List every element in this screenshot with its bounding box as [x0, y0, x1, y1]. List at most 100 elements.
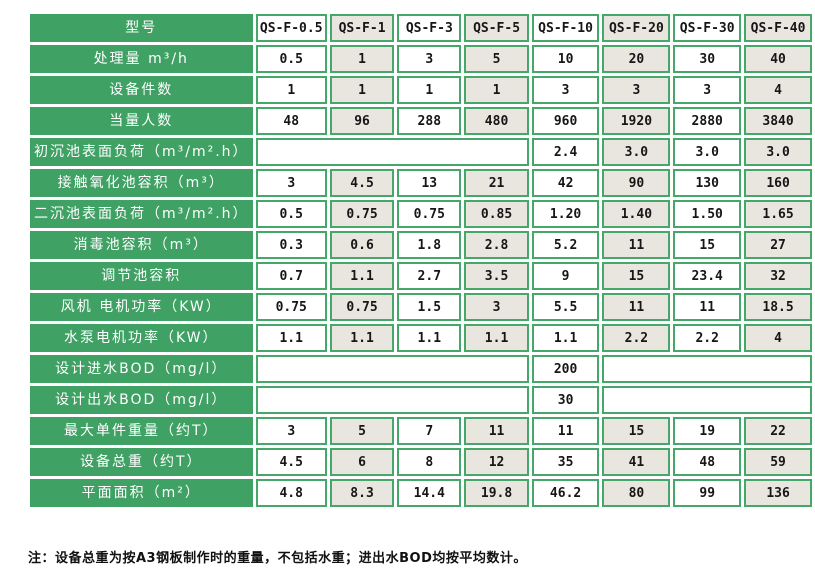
value-cell: 7: [397, 417, 462, 445]
table-row: 平面面积（m²） 4.8 8.3 14.4 19.8 46.2 80 99 136: [30, 479, 812, 507]
value-cell: 3: [255, 169, 327, 197]
value-cell: 200: [531, 355, 600, 383]
value-cell: 21: [464, 169, 529, 197]
value-cell: 0.5: [255, 200, 327, 228]
value-cell: 18.5: [744, 293, 812, 321]
value-cell: 3.0: [673, 138, 742, 166]
value-cell: 42: [531, 169, 600, 197]
value-cell: 3.0: [744, 138, 812, 166]
row-label: 平面面积（m²）: [30, 479, 253, 507]
table-row: 设计出水BOD（mg/l） 30: [30, 386, 812, 414]
value-cell: 1920: [602, 107, 671, 135]
value-cell: 99: [673, 479, 742, 507]
footnote: 注：设备总重为按A3钢板制作时的重量，不包括水重；进出水BOD均按平均数计。: [28, 551, 527, 566]
row-label: 初沉池表面负荷（m³/m².h）: [30, 138, 253, 166]
value-cell: 80: [602, 479, 671, 507]
value-cell: 59: [744, 448, 812, 476]
value-cell: 1.1: [464, 324, 529, 352]
value-cell: 1.8: [397, 231, 462, 259]
row-label: 接触氧化池容积（m³）: [30, 169, 253, 197]
table-row: 设备总重（约T） 4.5 6 8 12 35 41 48 59: [30, 448, 812, 476]
value-cell: 14.4: [397, 479, 462, 507]
value-cell: 4.5: [255, 448, 327, 476]
value-cell: 0.75: [397, 200, 462, 228]
row-label: 设备件数: [30, 76, 253, 104]
table-row: 设计进水BOD（mg/l） 200: [30, 355, 812, 383]
value-cell: 32: [744, 262, 812, 290]
value-cell: 1.1: [531, 324, 600, 352]
value-cell: 30: [673, 45, 742, 73]
value-cell: 27: [744, 231, 812, 259]
value-cell: 0.75: [329, 293, 395, 321]
value-cell: 2.8: [464, 231, 529, 259]
value-cell: 1.5: [397, 293, 462, 321]
value-cell: 11: [602, 293, 671, 321]
value-cell: 0.7: [255, 262, 327, 290]
table-row: 消毒池容积（m³） 0.3 0.6 1.8 2.8 5.2 11 15 27: [30, 231, 812, 259]
value-cell: 30: [531, 386, 600, 414]
value-cell: 3: [255, 417, 327, 445]
table-row: 设备件数 1 1 1 1 3 3 3 4: [30, 76, 812, 104]
value-cell: 4: [744, 324, 812, 352]
spec-table: 型号 QS-F-0.5 QS-F-1 QS-F-3 QS-F-5 QS-F-10 QS-F-…: [27, 11, 815, 510]
value-cell: 46.2: [531, 479, 600, 507]
value-cell: 10: [531, 45, 600, 73]
merged-blank-cell: [255, 355, 529, 383]
model-header-cell: QS-F-30: [673, 14, 742, 42]
table-row: 当量人数 48 96 288 480 960 1920 2880 3840: [30, 107, 812, 135]
value-cell: 4.8: [255, 479, 327, 507]
row-label: 处理量 m³/h: [30, 45, 253, 73]
value-cell: 1: [464, 76, 529, 104]
row-label: 二沉池表面负荷（m³/m².h）: [30, 200, 253, 228]
value-cell: 23.4: [673, 262, 742, 290]
value-cell: 1: [329, 76, 395, 104]
value-cell: 1.40: [602, 200, 671, 228]
value-cell: 960: [531, 107, 600, 135]
value-cell: 48: [255, 107, 327, 135]
value-cell: 41: [602, 448, 671, 476]
value-cell: 11: [673, 293, 742, 321]
value-cell: 5.2: [531, 231, 600, 259]
value-cell: 12: [464, 448, 529, 476]
value-cell: 8: [397, 448, 462, 476]
spec-table-container: 型号 QS-F-0.5 QS-F-1 QS-F-3 QS-F-5 QS-F-10 QS-F-…: [27, 11, 815, 510]
row-label: 消毒池容积（m³）: [30, 231, 253, 259]
value-cell: 3840: [744, 107, 812, 135]
value-cell: 6: [329, 448, 395, 476]
model-header-cell: QS-F-40: [744, 14, 812, 42]
value-cell: 1.1: [329, 324, 395, 352]
value-cell: 40: [744, 45, 812, 73]
value-cell: 22: [744, 417, 812, 445]
value-cell: 1: [255, 76, 327, 104]
value-cell: 1.1: [255, 324, 327, 352]
value-cell: 1.1: [329, 262, 395, 290]
value-cell: 3: [673, 76, 742, 104]
value-cell: 288: [397, 107, 462, 135]
value-cell: 130: [673, 169, 742, 197]
value-cell: 35: [531, 448, 600, 476]
value-cell: 0.5: [255, 45, 327, 73]
table-row: 接触氧化池容积（m³） 3 4.5 13 21 42 90 130 160: [30, 169, 812, 197]
value-cell: 4.5: [329, 169, 395, 197]
value-cell: 11: [464, 417, 529, 445]
value-cell: 0.3: [255, 231, 327, 259]
row-label: 最大单件重量（约T）: [30, 417, 253, 445]
row-label: 调节池容积: [30, 262, 253, 290]
model-header-cell: QS-F-5: [464, 14, 529, 42]
header-row: 型号 QS-F-0.5 QS-F-1 QS-F-3 QS-F-5 QS-F-10 QS-F-…: [30, 14, 812, 42]
table-row: 风机 电机功率（KW） 0.75 0.75 1.5 3 5.5 11 11 18.5: [30, 293, 812, 321]
value-cell: 11: [602, 231, 671, 259]
value-cell: 3: [531, 76, 600, 104]
value-cell: 0.75: [329, 200, 395, 228]
table-row: 二沉池表面负荷（m³/m².h） 0.5 0.75 0.75 0.85 1.20 1.40 1…: [30, 200, 812, 228]
row-label: 风机 电机功率（KW）: [30, 293, 253, 321]
row-label: 设备总重（约T）: [30, 448, 253, 476]
table-row: 处理量 m³/h 0.5 1 3 5 10 20 30 40: [30, 45, 812, 73]
value-cell: 5: [464, 45, 529, 73]
merged-blank-cell: [255, 386, 529, 414]
value-cell: 2.2: [602, 324, 671, 352]
value-cell: 8.3: [329, 479, 395, 507]
value-cell: 9: [531, 262, 600, 290]
row-label: 当量人数: [30, 107, 253, 135]
value-cell: 1.1: [397, 324, 462, 352]
